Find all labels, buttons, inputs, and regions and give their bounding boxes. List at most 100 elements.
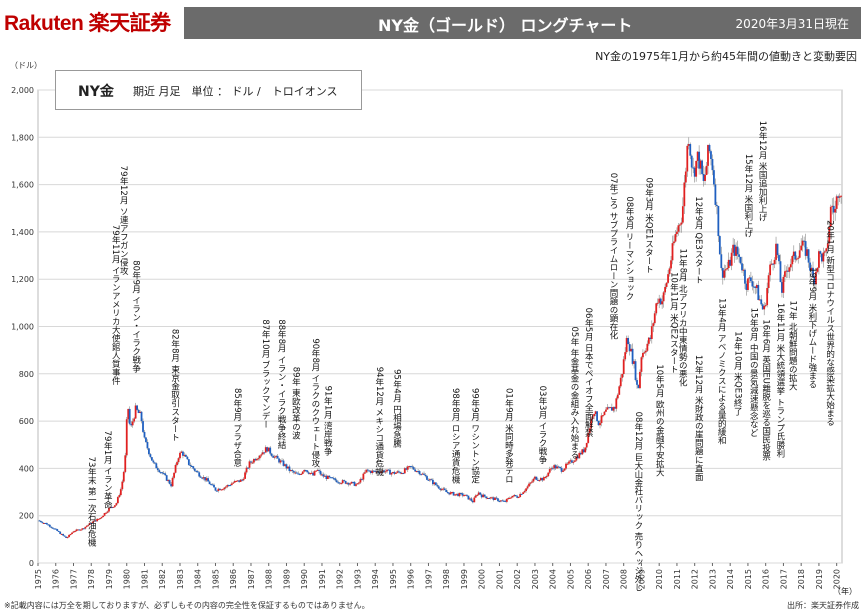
x-tick-label: 2009 [637, 569, 646, 589]
candle-body [650, 326, 653, 340]
x-tick-label: 2015 [744, 569, 753, 589]
candle-body [676, 231, 678, 235]
candle-body [449, 492, 452, 495]
candle-body [146, 441, 149, 449]
event-annotation: 16年6月 英国EU離脱を巡る国民投票 [761, 319, 771, 460]
candle-body [571, 460, 573, 463]
x-tick-label: 1975 [34, 569, 43, 589]
candle-body [837, 196, 840, 198]
candle-body [492, 497, 495, 501]
candle-body [62, 533, 65, 536]
candle-body [426, 476, 428, 480]
candle-body [229, 485, 232, 487]
candle-body [298, 473, 301, 475]
event-annotation: 80年9月 イラン・イラク戦争 [131, 260, 141, 373]
candle-body [369, 470, 372, 474]
candle-body [102, 515, 104, 518]
candle-body [334, 478, 337, 481]
candle-body [59, 531, 62, 534]
candle-body [726, 268, 729, 270]
candle-body [563, 468, 566, 471]
candle-body [457, 493, 459, 497]
candle-body [111, 507, 113, 509]
candle-body [736, 246, 739, 255]
candle-body [326, 475, 329, 480]
candle-body [245, 467, 248, 473]
candle-body [455, 493, 458, 495]
candle-body [773, 259, 776, 265]
candle-body [752, 286, 755, 288]
event-annotation: 17年 北朝鮮問題の拡大 [787, 300, 797, 391]
candle-body [261, 452, 264, 455]
candle-body [275, 455, 278, 457]
candle-body [366, 469, 369, 471]
y-tick-label: 0 [29, 559, 34, 568]
candle-body [47, 524, 50, 526]
candle-body [220, 489, 223, 491]
candle-body [127, 408, 130, 420]
candle-body [505, 498, 508, 502]
candle-body [538, 480, 541, 482]
candle-body [208, 481, 211, 485]
candle-body [823, 251, 826, 253]
candle-body [381, 470, 384, 472]
candle-body [309, 473, 312, 475]
candle-body [99, 518, 102, 520]
x-tick-label: 1986 [229, 569, 238, 589]
candle-body [520, 493, 523, 495]
candle-body [214, 487, 217, 491]
x-tick-label: 2017 [779, 569, 788, 589]
candle-body [778, 255, 780, 262]
candle-body [807, 249, 810, 263]
candle-body [590, 419, 593, 429]
candle-body [544, 476, 547, 478]
candle-body [532, 478, 535, 482]
annotations: 73年末 第一次石油危機 79年1月 イラン革命 79年11月 イランアメリカ大使館… [86, 121, 835, 592]
candle-body [56, 529, 59, 531]
candle-body [358, 482, 360, 484]
y-tick-label: 200 [19, 512, 34, 521]
candle-body [797, 257, 800, 259]
candle-body [244, 472, 246, 479]
candle-body [51, 527, 54, 529]
candle-body [624, 352, 627, 360]
candle-body [251, 462, 254, 464]
candle-body [284, 464, 286, 466]
event-annotation: 82年8月 東京金取引スタート [170, 329, 180, 441]
candle-body [501, 500, 504, 502]
event-annotation: 11年8月 北アフリカ中東情勢の悪化 [677, 248, 687, 387]
candle-body [602, 415, 604, 417]
candle-body [764, 305, 767, 307]
event-annotation: 16年11月 米大統領選挙 トランプ氏勝利 [775, 303, 785, 458]
candle-body [820, 253, 823, 262]
candle-body [174, 465, 177, 473]
candle-body [248, 461, 251, 468]
candle-body [568, 461, 570, 464]
candle-body [556, 466, 559, 469]
candle-body [235, 480, 238, 482]
candle-body [710, 151, 712, 159]
candle-body [387, 469, 390, 471]
candle-body [272, 455, 275, 458]
event-annotation: 09年3月 米QE1スタート [644, 178, 654, 274]
candle-body [603, 411, 606, 416]
candle-body [452, 492, 455, 496]
event-annotation: 15年8月 中国の景気減速懸念など [748, 308, 758, 437]
x-tick-label: 2001 [495, 569, 504, 589]
candle-body [38, 520, 41, 522]
candle-body [813, 277, 816, 285]
candle-body [137, 409, 140, 414]
candle-body [747, 278, 749, 290]
candle-body [150, 457, 153, 461]
candle-body [300, 473, 303, 475]
candle-body [699, 160, 702, 169]
y-axis: 0 200 400 600 800 1,000 1,200 1,400 1,600 1,800 2,… [11, 86, 34, 568]
candle-body [207, 478, 209, 482]
candle-body [152, 460, 155, 463]
candle-body [255, 459, 258, 461]
candle-body [766, 288, 769, 306]
candle-body [454, 494, 456, 496]
candle-body [474, 495, 477, 498]
candle-body [761, 304, 764, 310]
candle-body [763, 305, 766, 310]
